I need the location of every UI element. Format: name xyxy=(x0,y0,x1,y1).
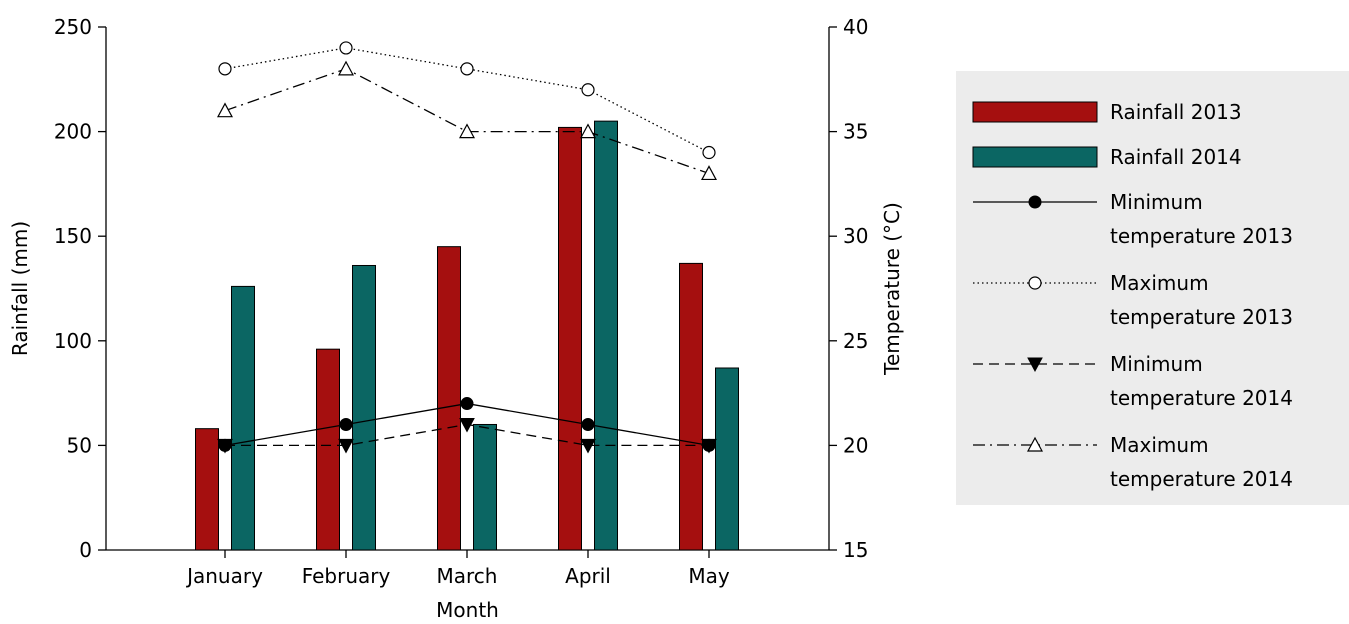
line-series-2 xyxy=(224,47,710,154)
bar-rainfall-2014 xyxy=(594,120,618,551)
bar-rainfall-2013 xyxy=(679,262,703,551)
left-tick-label: 50 xyxy=(67,433,92,457)
x-tick-label: January xyxy=(185,564,263,588)
line-point-series-4 xyxy=(216,102,234,118)
line-point-series-2 xyxy=(581,83,595,97)
x-tick-label: March xyxy=(437,564,498,588)
legend-label-line: temperature 2013 xyxy=(1110,305,1293,329)
legend-label-line: temperature 2014 xyxy=(1110,386,1293,410)
x-tick-label: April xyxy=(565,564,611,588)
line-point-series-1 xyxy=(581,417,595,431)
line-point-series-3 xyxy=(580,438,596,454)
line-point-series-3 xyxy=(459,417,475,433)
legend-swatch-marker xyxy=(1026,436,1044,452)
line-point-series-3 xyxy=(217,438,233,454)
bar-rainfall-2013 xyxy=(558,126,582,551)
left-tick-label: 200 xyxy=(54,120,92,144)
legend-label: Minimum temperature 2014 xyxy=(1110,352,1293,410)
y2-axis-title: Temperature (°C) xyxy=(880,202,904,376)
legend-box xyxy=(956,71,1349,505)
legend-label-line: temperature 2013 xyxy=(1110,224,1293,248)
right-tick-label: 40 xyxy=(843,15,868,39)
legend-swatch-bar xyxy=(972,101,1098,123)
legend-label-line: temperature 2014 xyxy=(1110,467,1293,491)
bar-rainfall-2014 xyxy=(715,367,739,551)
right-tick-label: 30 xyxy=(843,224,868,248)
line-point-series-2 xyxy=(339,41,353,55)
legend-label-line: Maximum xyxy=(1110,433,1209,457)
right-tick-label: 25 xyxy=(843,329,868,353)
line-point-series-4 xyxy=(579,123,597,139)
line-point-series-4 xyxy=(458,123,476,139)
legend-label-line: Maximum xyxy=(1110,271,1209,295)
legend-label: Rainfall 2014 xyxy=(1110,145,1242,169)
legend-label: Maximum temperature 2013 xyxy=(1110,271,1293,329)
right-tick-label: 35 xyxy=(843,120,868,144)
bar-rainfall-2014 xyxy=(231,285,255,551)
bar-rainfall-2014 xyxy=(352,264,376,551)
line-point-series-3 xyxy=(338,438,354,454)
line-point-series-2 xyxy=(702,145,716,160)
x-axis-title: Month xyxy=(436,598,499,622)
left-tick-label: 250 xyxy=(54,15,92,39)
left-tick-label: 0 xyxy=(79,538,92,562)
legend-label-line: Minimum xyxy=(1110,190,1203,214)
legend-label: Maximum temperature 2014 xyxy=(1110,433,1293,491)
legend-swatch-marker xyxy=(1028,195,1042,209)
line-point-series-2 xyxy=(218,62,232,76)
bar-rainfall-2014 xyxy=(473,423,497,551)
line-point-series-1 xyxy=(460,397,474,411)
line-point-series-2 xyxy=(460,62,474,76)
legend-swatch-marker xyxy=(1027,357,1043,373)
legend-label-line: Minimum xyxy=(1110,352,1203,376)
line-point-series-4 xyxy=(700,165,718,181)
left-tick-label: 150 xyxy=(54,224,92,248)
legend: Rainfall 2013 Rainfall 2014 Minimum tempera… xyxy=(956,71,1349,505)
bar-rainfall-2013 xyxy=(316,348,340,551)
right-tick-label: 20 xyxy=(843,433,868,457)
plot-area: 0 50 100 150 200 250 15 20 25 30 35 40 January Februa… xyxy=(8,15,904,622)
right-tick-label: 15 xyxy=(843,538,868,562)
x-tick-label: May xyxy=(688,564,730,588)
x-tick-label: February xyxy=(302,564,391,588)
left-tick-label: 100 xyxy=(54,329,92,353)
legend-swatch-bar xyxy=(972,146,1098,168)
line-point-series-1 xyxy=(339,417,353,431)
legend-label: Minimum temperature 2013 xyxy=(1110,190,1293,248)
line-series-4 xyxy=(224,68,710,175)
y-axis-title: Rainfall (mm) xyxy=(8,221,32,356)
line-point-series-3 xyxy=(701,438,717,454)
bar-rainfall-2013 xyxy=(437,246,461,551)
line-point-series-4 xyxy=(337,60,355,76)
legend-label: Rainfall 2013 xyxy=(1110,100,1242,124)
bar-rainfall-2013 xyxy=(195,428,219,551)
legend-swatch-marker xyxy=(1028,276,1042,290)
